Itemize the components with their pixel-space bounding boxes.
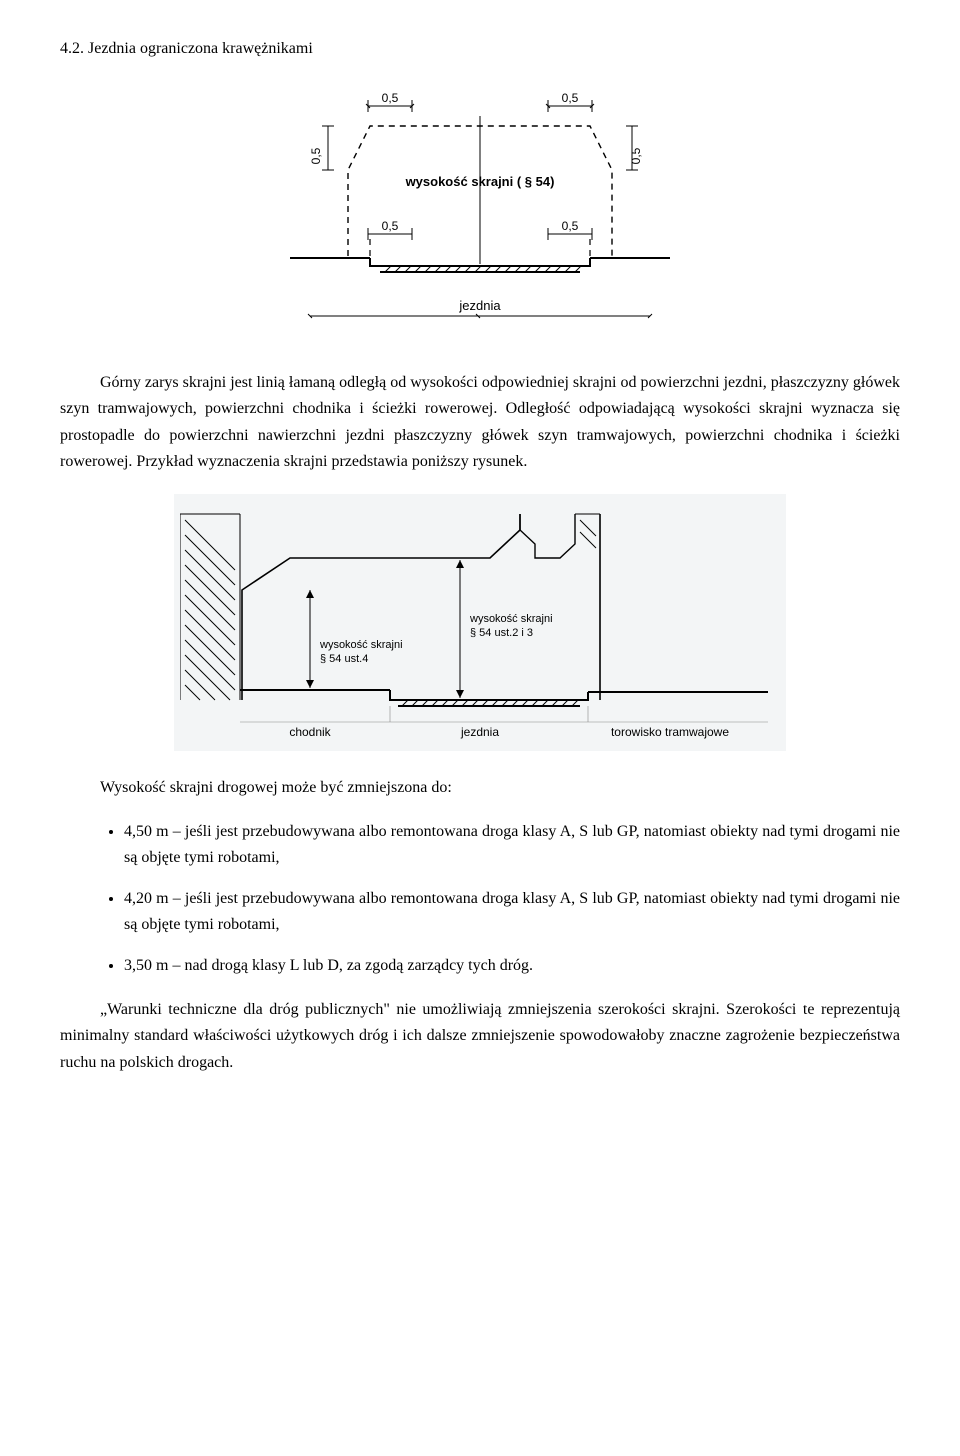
paragraph-1: Górny zarys skrajni jest linią łamaną od…: [60, 370, 900, 476]
list-item: 4,20 m – jeśli jest przebudowywana albo …: [124, 886, 900, 939]
figure-2-wrap: wysokość skrajni § 54 ust.4 wysokość skr…: [174, 494, 786, 751]
fig2-label-mid-2: § 54 ust.2 i 3: [470, 627, 533, 639]
list-item: 4,50 m – jeśli jest przebudowywana albo …: [124, 819, 900, 872]
dim-inner-right: 0,5: [562, 219, 579, 233]
paragraph-2: „Warunki techniczne dla dróg publicznych…: [60, 997, 900, 1076]
bottom-label: jezdnia: [458, 298, 501, 313]
dim-side-left: 0,5: [309, 147, 323, 164]
label-center: wysokość skrajni ( § 54): [405, 174, 555, 189]
lead-line: Wysokość skrajni drogowej może być zmnie…: [60, 775, 900, 801]
figure-2: wysokość skrajni § 54 ust.4 wysokość skr…: [180, 500, 768, 740]
list-item: 3,50 m – nad drogą klasy L lub D, za zgo…: [124, 953, 900, 979]
dim-side-right: 0,5: [629, 147, 643, 164]
figure-1: 0,5 0,5 0,5 0,5 0,5 0,5 wysokość skrajni…: [220, 86, 740, 346]
fig2-bottom-right: torowisko tramwajowe: [611, 725, 729, 739]
fig2-bottom-left: chodnik: [289, 725, 331, 739]
fig2-label-left-1: wysokość skrajni: [319, 639, 403, 651]
dim-inner-left: 0,5: [382, 219, 399, 233]
section-heading: 4.2. Jezdnia ograniczona krawężnikami: [60, 40, 900, 58]
dim-top-left: 0,5: [382, 91, 399, 105]
dim-top-right: 0,5: [562, 91, 579, 105]
fig2-label-mid-1: wysokość skrajni: [469, 613, 553, 625]
fig2-bottom-mid: jezdnia: [460, 725, 499, 739]
fig2-label-left-2: § 54 ust.4: [320, 653, 368, 665]
bullet-list: 4,50 m – jeśli jest przebudowywana albo …: [60, 819, 900, 979]
